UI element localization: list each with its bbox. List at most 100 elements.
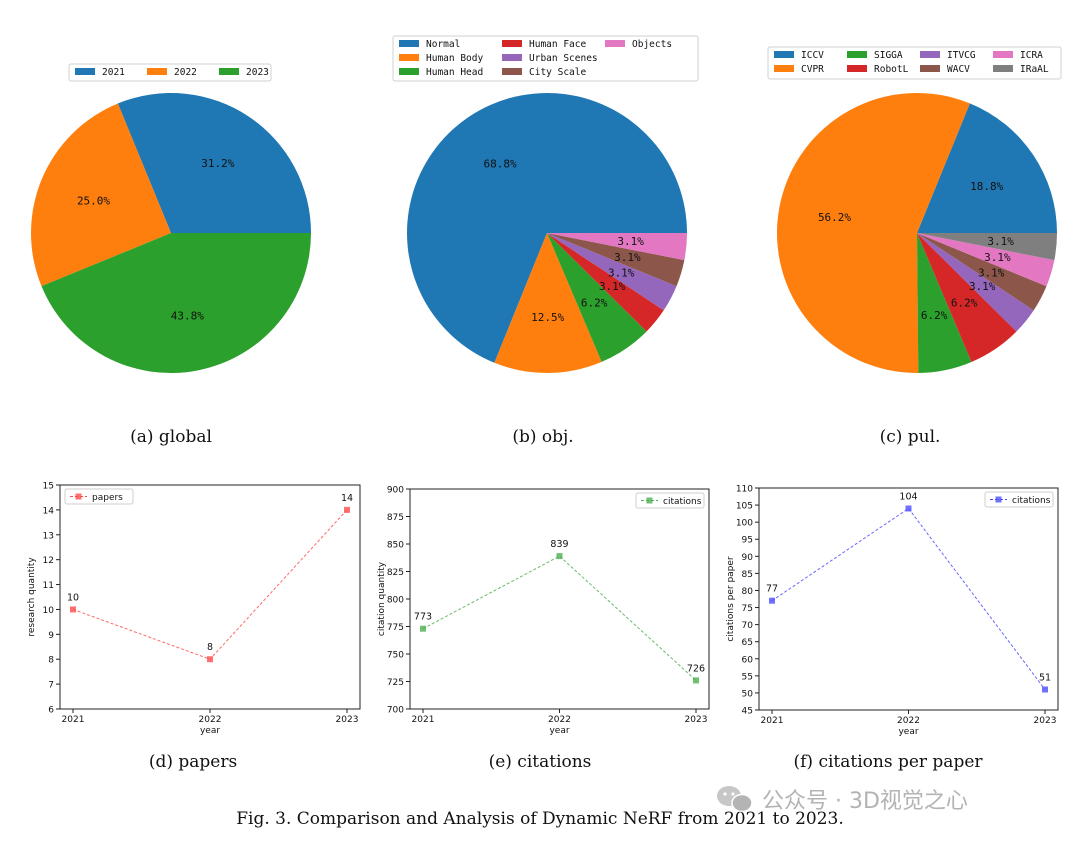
pie-slice-b-2 [547,233,647,362]
ytick-label-d-0: 6 [48,706,54,716]
series-line-d-0 [72,509,348,660]
pie-slice-label-b-1: 12.5% [531,311,564,324]
pie-slice-label-b-3: 3.1% [599,280,626,293]
pie-slice-a-2 [41,233,312,373]
legend-frame-e [635,492,705,509]
legend-label-b-2: Human Head [426,67,483,78]
xtick-label-f-0: 2021 [761,716,784,726]
pie-slice-label-b-5: 3.1% [614,251,641,264]
subcaption-b: (b) obj. [512,427,573,447]
ytick-label-f-10: 95 [742,536,753,546]
data-label-d-1: 8 [207,642,213,653]
y-axis-label-e: citation quantity [377,561,387,636]
pie-slice-label-a-2: 43.8% [171,309,204,322]
ytick-label-f-2: 55 [742,672,753,682]
pie-slice-label-c-4: 3.1% [969,280,996,293]
ytick-label-d-6: 12 [43,556,54,566]
pie-slice-c-6 [917,233,1055,287]
data-point-d-0 [70,606,76,613]
legend-label-b-5: City Scale [529,67,586,78]
x-axis-label-e: year [549,726,569,736]
x-axis-label-d: year [200,726,220,736]
pie-slice-c-5 [917,233,1047,311]
data-label-d-2: 14 [341,493,353,504]
pie-slice-b-0 [407,93,687,363]
legend-swatch-a-2 [219,68,239,75]
line-chart-e: 700 725 750 775 800 825 850 875 900 2021 2022 2023 y… [377,486,710,736]
subcaption-f: (f) citations per paper [793,752,983,772]
legend-label-c-0: ICCV [801,50,824,61]
pie-slice-label-a-1: 25.0% [77,195,110,208]
line-chart-f: 45 50 55 60 65 70 75 80 85 90 95 100 105 110 2021 2022 2… [726,485,1059,737]
ytick-label-d-5: 11 [43,581,54,591]
legend-e: citations [635,492,705,509]
ytick-label-f-5: 70 [742,621,754,631]
legend-label-c-1: CVPR [801,64,824,75]
legend-label-c-6: ICRA [1020,50,1043,61]
xtick-label-f-1: 2022 [897,716,920,726]
ytick-label-e-3: 775 [387,623,404,633]
y-axis-label-f: citations per paper [726,556,736,642]
plot-frame-e [409,488,710,710]
ytick-label-f-9: 90 [742,553,754,563]
legend-swatch-c-1 [774,65,794,72]
legend-frame-d [64,488,134,505]
data-point-f-2 [1042,686,1048,693]
ytick-label-d-1: 7 [48,681,54,691]
pie-chart-c: 18.8%56.2%6.2%6.2%3.1%3.1%3.1%3.1% [776,92,1057,373]
y-axis-label-d: research quantity [27,557,37,637]
data-point-d-1 [207,656,213,663]
data-label-f-1: 104 [899,491,917,502]
wechat-icon [717,786,753,813]
pie-slice-b-1 [494,233,602,374]
legend-label-c-4: ITVCG [947,50,976,61]
legend-label-c-3: RobotL [874,64,909,75]
legend-swatch-c-7 [993,65,1013,72]
data-label-e-0: 773 [414,612,432,623]
legend-c: ICCV CVPR SIGGA RobotL ITVCG WACV ICRA IRaAL [767,46,1062,80]
legend-label-b-6: Objects [632,39,672,50]
x-axis-label-f: year [898,727,918,737]
pie-slice-b-4 [547,233,677,311]
ytick-label-d-9: 15 [43,482,54,492]
legend-marker-f [995,496,1002,503]
ytick-label-d-8: 14 [43,506,55,516]
pie-slice-label-c-3: 6.2% [951,297,978,310]
legend-swatch-c-4 [920,51,940,58]
ytick-label-f-8: 85 [742,570,753,580]
legend-swatch-b-5 [502,68,522,75]
legend-label-a-2: 2023 [246,67,269,78]
ytick-label-f-6: 75 [742,604,753,614]
legend-label-b-0: Normal [426,39,460,50]
legend-swatch-b-1 [399,54,419,61]
legend-swatch-b-0 [399,40,419,47]
data-label-d-0: 10 [67,592,79,603]
data-point-d-2 [344,506,350,513]
legend-a: 2021 2022 2023 [68,63,272,82]
ytick-label-f-3: 60 [742,655,754,665]
legend-label-d: papers [92,493,123,503]
legend-swatch-b-3 [502,40,522,47]
legend-swatch-b-4 [502,54,522,61]
ytick-label-f-4: 65 [742,638,753,648]
xtick-label-d-0: 2021 [62,715,85,725]
data-point-e-2 [693,677,699,684]
ytick-label-d-3: 9 [48,631,54,641]
legend-frame-b [392,35,699,82]
ytick-label-d-4: 10 [43,606,55,616]
plot-frame-d [59,484,361,710]
ytick-label-f-12: 105 [736,502,753,512]
legend-label-b-4: Urban Scenes [529,53,598,64]
charts-layer: 31.2% 25.0% 43.8% 2021 2022 2023 (a) global 68.… [27,35,1062,772]
pie-slice-label-a-0: 31.2% [201,157,234,170]
pie-slice-a-0 [117,93,311,234]
watermark-text: 公众号 · 3D视觉之心 [762,789,968,814]
subcaption-d: (d) papers [149,752,237,772]
legend-label-b-1: Human Body [426,53,483,64]
data-label-f-0: 77 [766,584,778,595]
pie-slice-label-b-4: 3.1% [608,266,635,279]
legend-marker-e [646,497,653,504]
pie-slice-label-c-5: 3.1% [978,266,1005,279]
legend-swatch-c-5 [920,65,940,72]
